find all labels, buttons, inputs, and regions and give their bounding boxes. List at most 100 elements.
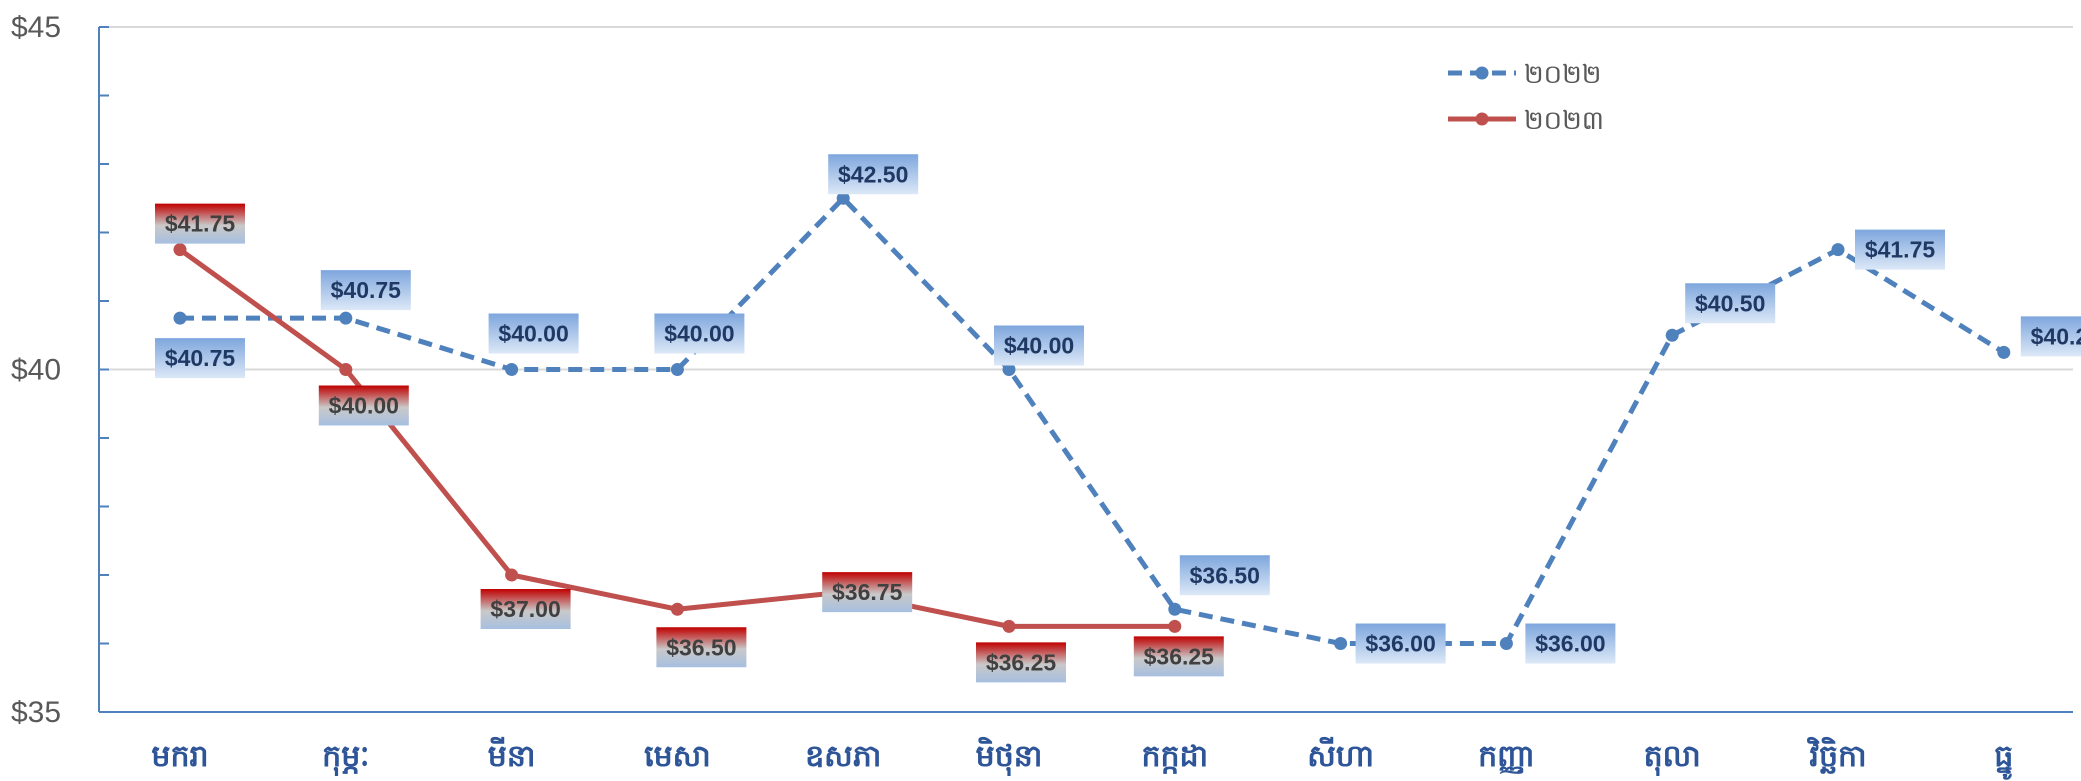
data-point — [173, 243, 187, 257]
x-tick-label: ឧសភា — [805, 739, 881, 774]
data-label: $40.25 — [2020, 316, 2081, 357]
data-label-text: $40.75 — [331, 277, 402, 303]
data-label-text: $40.00 — [664, 321, 734, 347]
data-label-box — [1525, 623, 1616, 664]
series-line-1 — [180, 195, 2006, 646]
data-label-box — [480, 589, 571, 629]
data-label: $36.50 — [1179, 555, 1270, 596]
data-label-box — [1855, 229, 1945, 270]
y-tick-label: $40 — [11, 354, 61, 387]
x-tick-label: ធ្នូ — [1994, 739, 2013, 780]
data-point — [670, 363, 684, 376]
x-tick-label: កញ្ញា — [1478, 739, 1535, 774]
data-label-box — [155, 203, 245, 244]
data-label-text: $36.00 — [1535, 631, 1605, 657]
x-tick-label: មករា — [151, 739, 208, 774]
data-point — [1002, 363, 1016, 376]
data-point — [505, 568, 519, 582]
data-label-box — [2020, 316, 2081, 357]
data-label-box — [994, 325, 1084, 366]
data-label-text: $40.25 — [2031, 323, 2081, 349]
y-tick-label: $45 — [11, 11, 61, 44]
data-label-box — [828, 154, 919, 195]
y-axis-labels: $35 $40 $45 — [11, 11, 61, 729]
x-tick-label: វិច្ឆិកា — [1806, 736, 1867, 774]
data-label-text: $36.25 — [1144, 643, 1215, 669]
x-tick-label: កុម្ភៈ — [322, 739, 369, 777]
x-tick-label: តុលា — [1644, 739, 1701, 777]
data-labels: $40.75 $40.75 $40.00 $40.00 $42.50 $40.00 $36.… — [155, 154, 2081, 683]
data-label-box — [654, 313, 745, 354]
data-label-box — [1355, 623, 1446, 664]
data-label-box — [155, 338, 245, 379]
data-label: $36.50 — [656, 627, 747, 668]
data-point — [670, 602, 684, 616]
data-label: $40.75 — [155, 338, 245, 379]
data-label: $37.00 — [480, 589, 571, 629]
data-label-text: $40.50 — [1695, 290, 1765, 316]
data-label-text: $42.50 — [838, 161, 908, 187]
data-label: $36.75 — [822, 572, 913, 613]
data-point — [1831, 243, 1845, 257]
legend-marker-1 — [1475, 66, 1489, 80]
data-label-text: $36.25 — [986, 649, 1057, 675]
data-label-text: $41.75 — [1865, 237, 1936, 263]
data-point — [1168, 602, 1182, 616]
data-point — [339, 311, 353, 325]
data-label-box — [488, 313, 579, 354]
data-label: $40.75 — [320, 270, 411, 311]
x-tick-label: សីហា — [1307, 736, 1374, 774]
data-label-text: $40.00 — [329, 393, 399, 419]
data-label-text: $36.00 — [1365, 631, 1435, 657]
data-label-box — [822, 572, 913, 613]
data-label: $41.75 — [1855, 229, 1945, 270]
data-label: $40.50 — [1685, 283, 1776, 324]
data-point — [1168, 619, 1182, 633]
x-axis-labels: មករា កុម្ភៈ មីនា មេសា ឧសភា មិថុនា កក្កដា សីហា កញ… — [151, 736, 2013, 780]
legend-marker-2 — [1475, 112, 1489, 126]
data-label-box — [656, 627, 747, 668]
legend-label-2: ២០២៣ — [1524, 106, 1604, 136]
data-label: $40.00 — [488, 313, 579, 354]
data-label: $36.25 — [1133, 636, 1224, 677]
data-point — [1334, 637, 1348, 650]
x-tick-label: មីនា — [488, 736, 536, 774]
data-label: $40.00 — [654, 313, 745, 354]
data-label: $41.75 — [155, 203, 245, 244]
data-label-text: $36.50 — [666, 634, 736, 660]
data-point — [1002, 619, 1016, 633]
data-label: $36.25 — [976, 642, 1066, 683]
x-tick-label: មិថុនា — [976, 736, 1043, 777]
data-point — [173, 311, 187, 325]
x-tick-label: កក្កដា — [1141, 739, 1208, 774]
data-point — [1997, 345, 2011, 359]
data-point — [505, 363, 519, 376]
data-label-box — [318, 385, 409, 426]
data-point — [1499, 637, 1513, 650]
y-tick-label: $35 — [11, 696, 61, 729]
data-label-box — [320, 270, 411, 311]
x-tick-label: មេសា — [644, 739, 711, 774]
data-point — [1665, 328, 1679, 342]
data-label-text: $40.00 — [1004, 333, 1074, 359]
data-label-text: $40.75 — [165, 345, 236, 371]
data-label-text: $41.75 — [165, 211, 236, 237]
data-point — [339, 363, 353, 376]
series-lines — [178, 195, 2006, 646]
data-label-box — [1179, 555, 1270, 596]
legend-label-1: ២០២២ — [1524, 60, 1601, 90]
gridlines — [99, 26, 2073, 371]
data-label-text: $40.00 — [498, 321, 568, 347]
data-label: $36.00 — [1355, 623, 1446, 664]
data-label: $40.00 — [318, 385, 409, 426]
data-label-box — [976, 642, 1066, 683]
series-points — [173, 191, 2011, 650]
axes — [98, 26, 2073, 713]
data-label: $40.00 — [994, 325, 1084, 366]
data-label: $42.50 — [828, 154, 919, 195]
data-label-text: $36.75 — [832, 579, 903, 605]
data-label-text: $36.50 — [1190, 562, 1260, 588]
data-label-box — [1685, 283, 1776, 324]
